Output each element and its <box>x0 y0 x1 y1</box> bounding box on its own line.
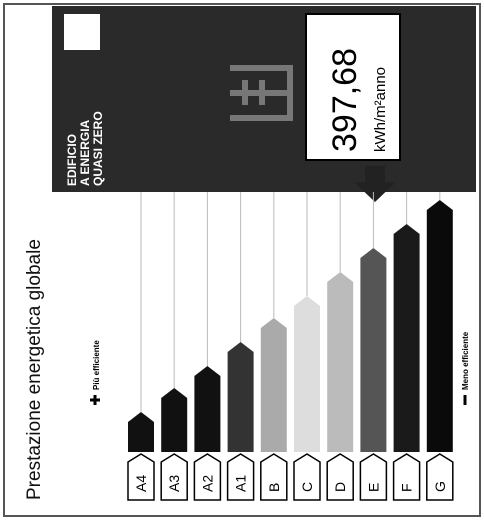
class-bar <box>360 248 387 452</box>
class-label: A2 <box>199 475 215 492</box>
badge-box <box>64 14 100 50</box>
badge-text: EDIFICIO A ENERGIA QUASI ZERO <box>65 111 105 186</box>
house-lines <box>230 80 290 105</box>
class-label: E <box>365 483 381 492</box>
class-label: G <box>432 481 448 492</box>
class-bar <box>327 272 354 452</box>
value-box <box>305 13 401 161</box>
indicator-value: 397,68 <box>326 48 364 152</box>
house-icon <box>230 65 293 121</box>
class-bar <box>161 388 188 452</box>
class-tag <box>326 453 354 501</box>
more-efficient: Più efficiente <box>92 340 101 390</box>
class-tag <box>359 453 388 501</box>
class-tag <box>293 453 321 501</box>
class-tag <box>226 453 255 501</box>
class-label: C <box>299 482 315 492</box>
class-label: D <box>332 482 348 492</box>
class-tag <box>426 453 454 501</box>
class-label: B <box>266 483 282 492</box>
plus-sign <box>90 395 100 405</box>
class-label: A3 <box>166 475 182 492</box>
indicator-unit: kWh/m²anno <box>372 67 389 152</box>
class-bar <box>194 366 221 452</box>
class-bar <box>227 342 254 452</box>
less-efficient: Meno efficiente <box>461 331 470 390</box>
class-label: A1 <box>233 475 249 492</box>
class-bar <box>260 318 287 452</box>
indicator-arrow <box>354 166 396 202</box>
class-tag <box>392 453 421 501</box>
class-tag <box>260 453 288 501</box>
class-bars: A4 A3 A2 A1 B C D E F G <box>127 192 454 501</box>
class-label: F <box>399 483 415 492</box>
class-tag <box>193 453 222 501</box>
class-bar <box>128 412 154 452</box>
badge-line: QUASI ZERO <box>91 111 105 186</box>
title: Prestazione energetica globale <box>24 239 45 500</box>
class-label: A4 <box>133 475 149 492</box>
badge-line: EDIFICIO <box>65 134 79 186</box>
class-tag <box>160 453 188 501</box>
class-bar <box>426 200 453 452</box>
class-tag <box>127 453 155 501</box>
class-bar <box>294 296 320 452</box>
class-bar <box>393 224 420 452</box>
badge-line: A ENERGIA <box>78 119 92 186</box>
